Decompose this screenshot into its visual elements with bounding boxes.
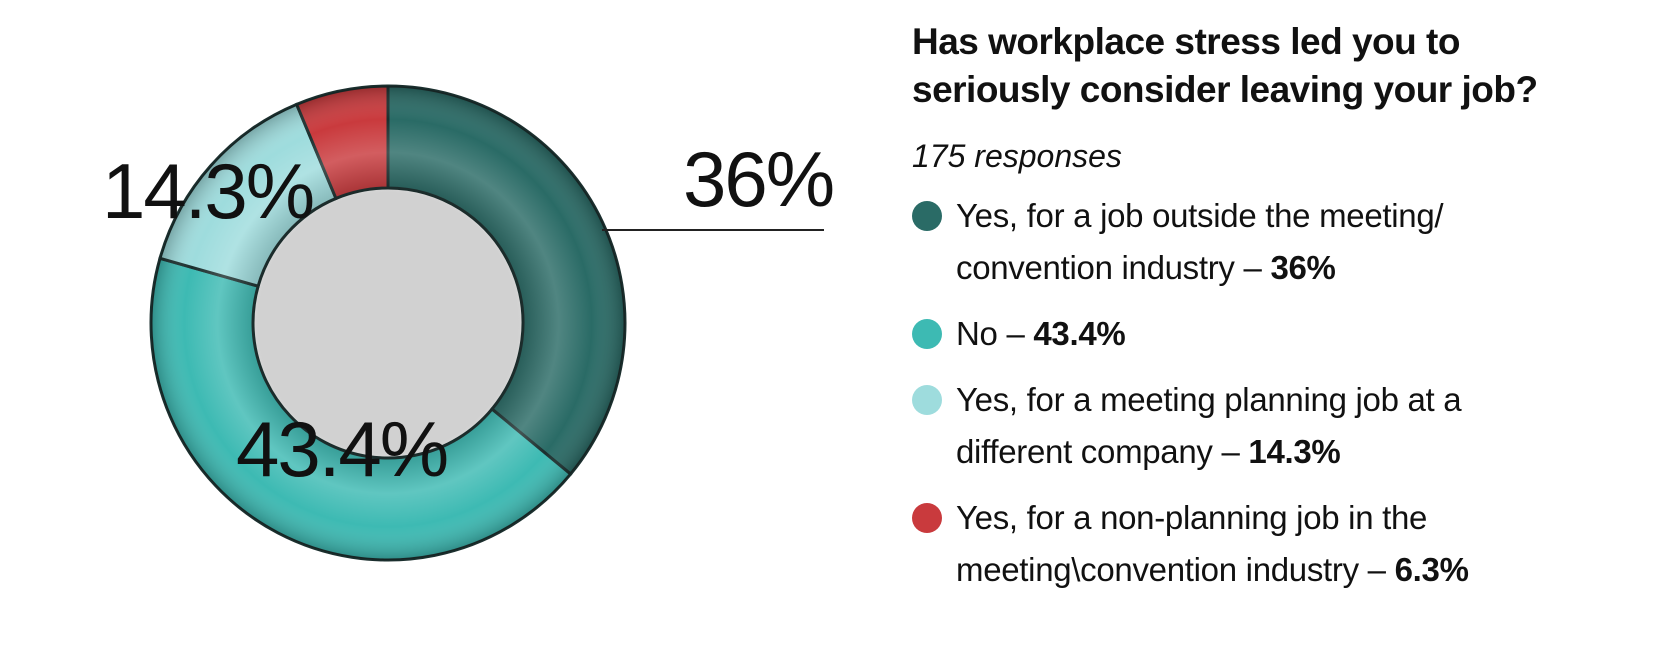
legend-label: No – 43.4% [956,308,1536,360]
donut-chart [149,84,627,562]
legend-swatch [912,503,942,533]
legend-label-text: Yes, for a meeting planning job at a dif… [956,381,1462,470]
legend-value: 36% [1270,249,1336,286]
legend-label-text: No – [956,315,1034,352]
legend-swatch [912,319,942,349]
chart-title: Has workplace stress led you to seriousl… [912,21,1538,110]
slice-label-0: 36% [683,135,835,223]
legend-item: Yes, for a job outside the meeting/ conv… [912,190,1632,294]
legend-swatch [912,385,942,415]
legend-panel: Has workplace stress led you to seriousl… [912,18,1632,610]
slice-label-1: 43.4% [236,405,449,493]
legend-item: Yes, for a meeting planning job at a dif… [912,374,1632,478]
legend-swatch [912,201,942,231]
leader-line [602,229,824,231]
legend-label-text: Yes, for a job outside the meeting/ conv… [956,197,1444,286]
chart-subtitle: 175 responses [912,138,1122,174]
legend-item: Yes, for a non-planning job in the meeti… [912,492,1632,596]
legend-label: Yes, for a meeting planning job at a dif… [956,374,1536,478]
legend-value: 6.3% [1394,551,1469,588]
legend: Yes, for a job outside the meeting/ conv… [912,190,1632,596]
legend-item: No – 43.4% [912,308,1632,360]
legend-label: Yes, for a job outside the meeting/ conv… [956,190,1536,294]
legend-label: Yes, for a non-planning job in the meeti… [956,492,1536,596]
slice-label-2: 14.3% [102,147,315,235]
legend-label-text: Yes, for a non-planning job in the meeti… [956,499,1428,588]
legend-value: 43.4% [1033,315,1126,352]
legend-value: 14.3% [1248,433,1341,470]
